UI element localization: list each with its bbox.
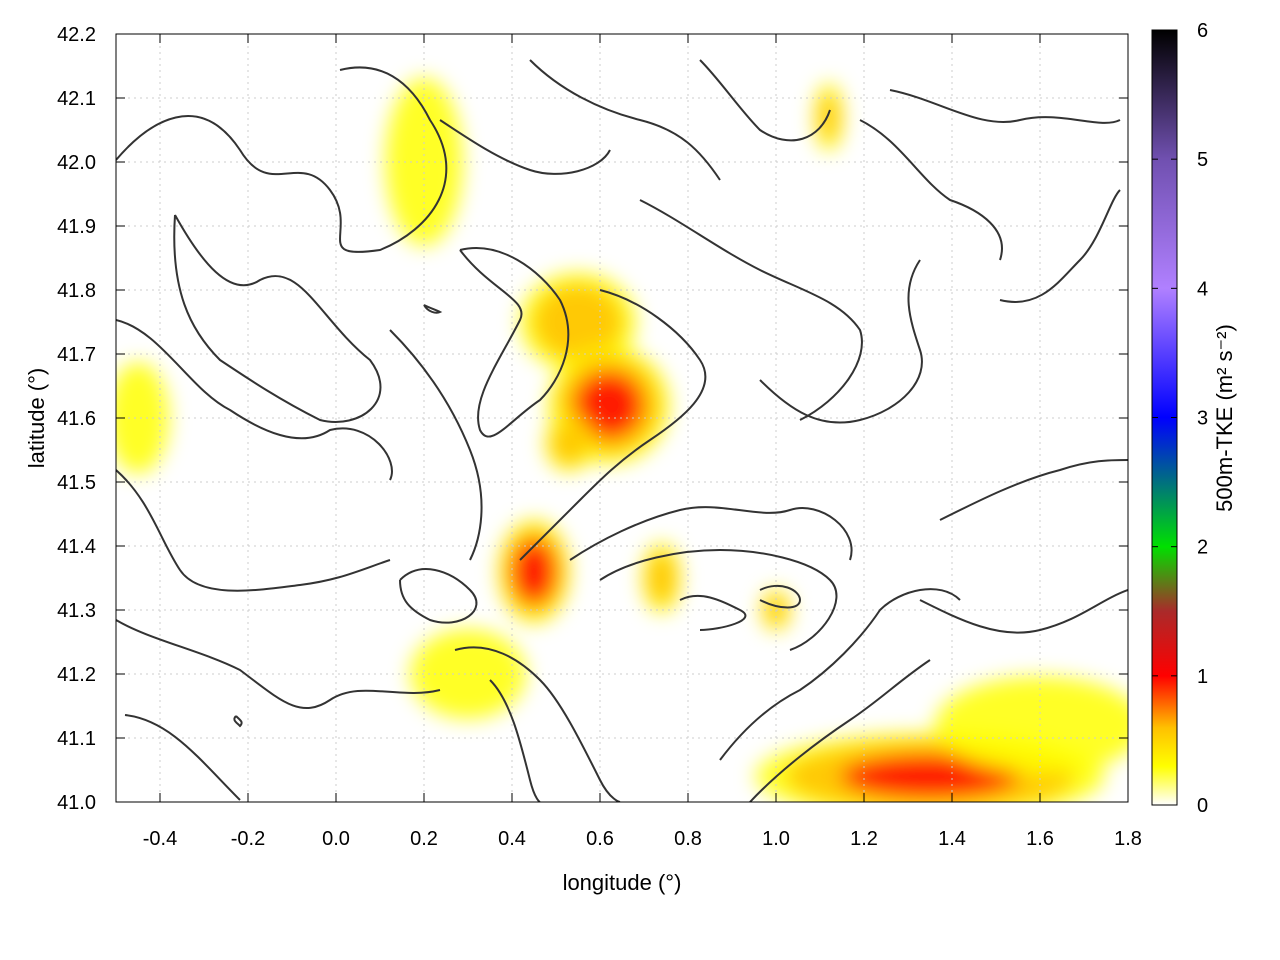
tke-blob (818, 91, 840, 143)
tke-blob (935, 676, 1128, 775)
contour-line (759, 584, 802, 609)
tke-blob (840, 754, 1020, 799)
contour-line (719, 588, 961, 761)
x-tick-label: -0.2 (231, 828, 265, 850)
contour-line (124, 714, 241, 801)
x-tick-labels: -0.4 -0.2 0.0 0.2 0.4 0.6 0.8 1.0 1.2 1.4 1.6 1.8 (143, 828, 1142, 850)
contour-line (859, 119, 1003, 261)
tke-blob (646, 550, 677, 606)
contour-line (423, 304, 443, 314)
contour-line (439, 119, 611, 175)
y-tick-label: 41.6 (57, 408, 96, 430)
contour-line (116, 319, 393, 481)
x-tick-label: 0.4 (498, 828, 526, 850)
x-tick-label: 1.6 (1026, 828, 1054, 850)
tke-blob (573, 371, 644, 440)
contour-line (919, 589, 1128, 634)
y-tick-label: 41.3 (57, 600, 96, 622)
tke-blob (511, 539, 557, 605)
y-tick-label: 42.2 (57, 24, 96, 46)
y-tick-label: 41.1 (57, 728, 96, 750)
x-tick-label: 1.0 (762, 828, 790, 850)
contour-line (399, 568, 478, 624)
y-tick-label: 41.7 (57, 344, 96, 366)
contour-line (116, 619, 441, 710)
tke-blob (116, 361, 169, 475)
y-tick-label: 41.4 (57, 536, 96, 558)
x-tick-label: 0.8 (674, 828, 702, 850)
contour-line (599, 548, 838, 651)
contour-line (519, 289, 707, 561)
y-tick-label: 41.9 (57, 216, 96, 238)
x-tick-label: 1.4 (938, 828, 966, 850)
contour-line (233, 715, 243, 728)
contour-line (459, 247, 570, 438)
contour-line (639, 199, 863, 421)
contour-line (889, 89, 1121, 124)
x-tick-label: 1.2 (850, 828, 878, 850)
y-axis-label: latitude (°) (24, 368, 49, 469)
contour-line (116, 469, 391, 592)
y-tick-label: 41.2 (57, 664, 96, 686)
x-tick-label: 0.6 (586, 828, 614, 850)
contour-line (939, 459, 1128, 521)
colorbar-tick-label: 1 (1197, 666, 1208, 688)
y-tick-label: 42.1 (57, 88, 96, 110)
colorbar-label: 500m-TKE (m² s⁻²) (1212, 324, 1237, 512)
colorbar-tick-labels: 0 1 2 3 4 5 6 (1197, 20, 1208, 817)
contour-line (699, 59, 831, 142)
contour-line (389, 329, 483, 561)
contour-line (759, 259, 923, 424)
x-tick-label: 1.8 (1114, 828, 1142, 850)
y-tick-labels: 41.0 41.1 41.2 41.3 41.4 41.5 41.6 41.7 41.8 41.9… (57, 24, 96, 814)
x-tick-label: -0.4 (143, 828, 177, 850)
colorbar-tick-label: 3 (1197, 408, 1208, 430)
terrain-contours (116, 59, 1128, 802)
x-tick-marks (159, 34, 1129, 802)
y-tick-label: 41.8 (57, 280, 96, 302)
colorbar-tick-label: 0 (1197, 795, 1208, 817)
x-tick-label: 0.0 (322, 828, 350, 850)
colorbar-tick-label: 5 (1197, 149, 1208, 171)
x-tick-label: 0.2 (410, 828, 438, 850)
contour-line (173, 214, 382, 423)
contour-line (569, 506, 853, 561)
y-tick-label: 42.0 (57, 152, 96, 174)
colorbar-tick-label: 2 (1197, 537, 1208, 559)
tke-field (116, 77, 1128, 802)
x-axis-label: longitude (°) (563, 870, 682, 895)
y-tick-marks (116, 33, 1128, 803)
contour-line (679, 594, 747, 631)
contour-line (116, 66, 448, 253)
contour-line (489, 679, 541, 802)
tke-blob (410, 629, 526, 719)
contour-line (999, 189, 1121, 303)
colorbar-tick-marks (1152, 29, 1177, 806)
contour-line (749, 659, 931, 802)
colorbar-tick-label: 4 (1197, 278, 1208, 300)
tke-blob (550, 421, 588, 466)
contour-line (454, 646, 621, 802)
y-tick-label: 41.5 (57, 472, 96, 494)
colorbar-tick-label: 6 (1197, 20, 1208, 42)
y-tick-label: 41.0 (57, 792, 96, 814)
contour-line (529, 59, 721, 181)
